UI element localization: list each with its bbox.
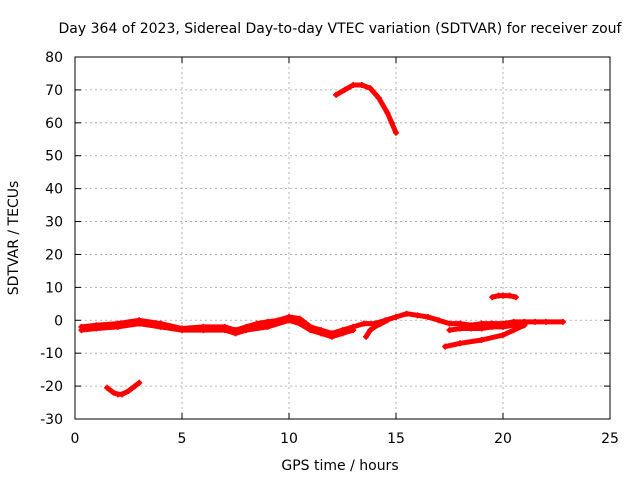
data-point xyxy=(114,323,121,330)
data-point xyxy=(521,320,528,327)
data-point xyxy=(559,318,566,325)
data-point xyxy=(506,292,513,299)
data-point xyxy=(363,333,370,340)
data-point xyxy=(360,320,367,327)
x-tick-label: 10 xyxy=(280,431,298,447)
data-point xyxy=(478,337,485,344)
y-tick-label: -30 xyxy=(40,412,63,428)
y-tick-label: 70 xyxy=(45,83,63,99)
data-point xyxy=(131,383,138,390)
data-point xyxy=(367,85,374,92)
y-tick-label: 0 xyxy=(54,313,63,329)
data-point xyxy=(119,391,126,398)
data-point xyxy=(341,86,348,93)
data-point xyxy=(93,325,100,332)
y-tick-label: 80 xyxy=(45,50,63,66)
data-point xyxy=(318,330,325,337)
data-point xyxy=(384,317,391,324)
data-point xyxy=(200,327,207,334)
series-short-high xyxy=(489,292,519,301)
chart-title: Day 364 of 2023, Sidereal Day-to-day VTE… xyxy=(59,21,623,37)
series-late-dense xyxy=(446,320,528,334)
plot-frame xyxy=(74,56,611,420)
y-tick-label: -10 xyxy=(40,346,63,362)
data-point xyxy=(358,81,365,88)
x-tick-label: 5 xyxy=(178,431,187,447)
y-tick-label: 20 xyxy=(45,247,63,263)
data-point xyxy=(339,330,346,337)
data-point xyxy=(378,320,385,327)
data-point xyxy=(125,388,132,395)
data-point xyxy=(446,327,453,334)
y-tick-label: 10 xyxy=(45,280,63,296)
data-point xyxy=(333,91,340,98)
x-tick-label: 20 xyxy=(494,431,512,447)
data-point xyxy=(232,330,239,337)
x-tick-label: 25 xyxy=(601,431,619,447)
data-point xyxy=(446,320,453,327)
data-point xyxy=(179,327,185,334)
axis-ticks: 0 5 10 15 20 25 -30 -20 -10 0 10 20 30 40 50 60 70 80 xyxy=(40,50,619,447)
data-point xyxy=(307,327,314,334)
series-lower-arc xyxy=(104,379,143,398)
data-point xyxy=(384,109,391,116)
data-point xyxy=(489,294,496,301)
data-point xyxy=(350,327,357,334)
data-point xyxy=(388,119,395,126)
data-point xyxy=(512,294,519,301)
data-point xyxy=(136,379,143,386)
y-tick-label: 40 xyxy=(45,182,63,198)
data-point xyxy=(375,95,382,102)
y-tick-label: -20 xyxy=(40,379,63,395)
data-point xyxy=(157,323,164,330)
data-point xyxy=(393,313,399,320)
x-tick-label: 0 xyxy=(71,431,80,447)
data-point xyxy=(478,325,485,332)
data-point xyxy=(442,343,449,350)
data-point xyxy=(104,384,111,391)
series-upper-arc xyxy=(333,81,399,136)
data-point xyxy=(371,323,378,330)
y-axis-label: SDTVAR / TECUs xyxy=(6,181,22,296)
data-point xyxy=(286,317,292,324)
data-point xyxy=(500,323,506,330)
x-axis-label: GPS time / hours xyxy=(281,458,398,474)
data-point xyxy=(403,310,410,317)
series-main-band xyxy=(78,310,566,337)
data-point xyxy=(435,317,442,324)
data-point xyxy=(414,312,421,319)
data-point xyxy=(500,292,506,299)
data-point xyxy=(489,323,496,330)
series-late-rising xyxy=(442,322,528,350)
data-point xyxy=(264,323,271,330)
data-point xyxy=(296,320,303,327)
data-point xyxy=(500,332,506,339)
data-point xyxy=(425,313,432,320)
series-dip-segment xyxy=(363,317,391,340)
data-points xyxy=(78,81,566,398)
data-point xyxy=(253,320,260,327)
data-point xyxy=(542,318,549,325)
series-lower-band xyxy=(78,317,357,340)
y-tick-label: 60 xyxy=(45,116,63,132)
data-point xyxy=(467,325,474,332)
data-point xyxy=(78,327,85,334)
y-tick-label: 50 xyxy=(45,149,63,165)
x-tick-label: 15 xyxy=(387,431,405,447)
y-tick-label: 30 xyxy=(45,215,63,231)
data-point xyxy=(221,327,228,334)
data-point xyxy=(510,322,517,329)
data-point xyxy=(243,327,250,334)
data-point xyxy=(110,389,117,396)
data-point xyxy=(393,129,399,136)
data-point xyxy=(350,81,357,88)
data-point xyxy=(136,320,143,327)
data-point xyxy=(367,327,374,334)
data-point xyxy=(457,340,464,347)
data-point xyxy=(532,318,539,325)
data-point xyxy=(328,333,335,340)
data-point xyxy=(457,325,464,332)
